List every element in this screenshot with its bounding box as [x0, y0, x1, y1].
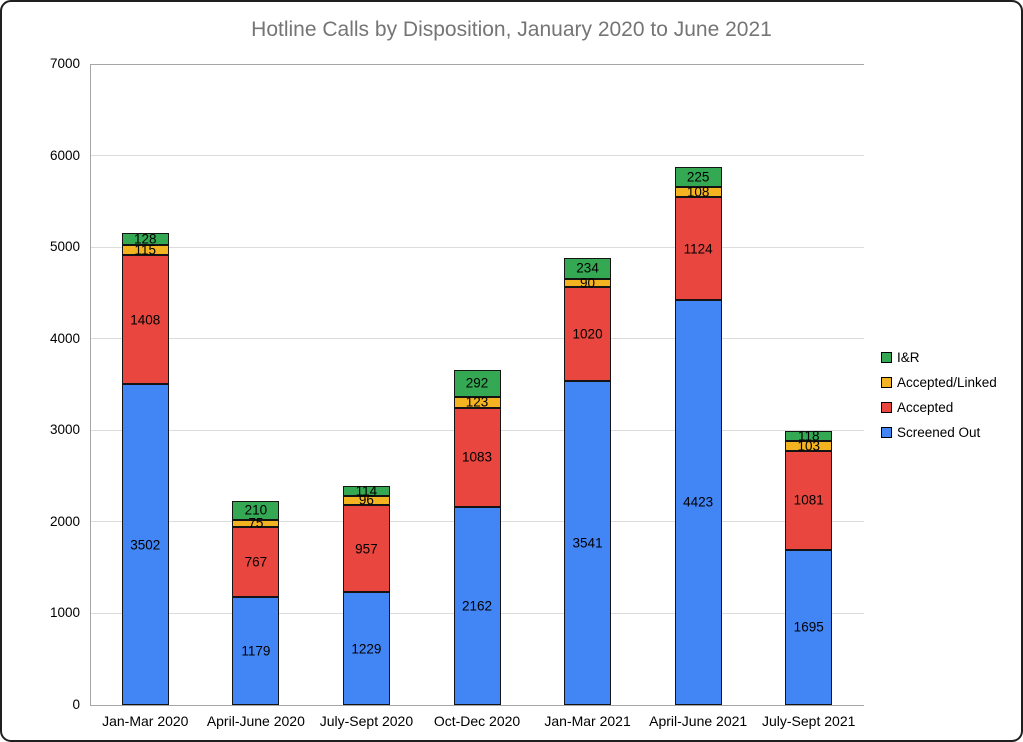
legend-swatch-icon	[881, 427, 892, 438]
bar-segment-screened-out[interactable]	[453, 507, 501, 705]
bar-segment-value: 225	[686, 169, 710, 185]
bar-segment-accepted[interactable]	[785, 450, 833, 550]
bar-segment-value: 128	[134, 231, 157, 247]
bar-segment-value: 118	[797, 428, 820, 444]
x-axis-category-label: April-June 2020	[206, 713, 305, 729]
bar-segment-accepted-linked[interactable]	[674, 187, 722, 198]
bar-segment-accepted[interactable]	[453, 407, 501, 507]
bar-segment-accepted[interactable]	[674, 197, 722, 300]
x-axis-category-label: July-Sept 2021	[762, 713, 856, 729]
y-axis-tick-label: 5000	[49, 239, 80, 255]
legend-swatch-icon	[881, 402, 892, 413]
bar-segment-value: 103	[797, 438, 820, 454]
y-axis-tick-label: 0	[72, 697, 80, 712]
legend-label: Screened Out	[897, 425, 981, 440]
gridline-0	[90, 704, 864, 706]
bar-segment-i-r[interactable]	[674, 166, 722, 188]
bar-segment-value: 115	[134, 242, 157, 258]
legend-item-i-r[interactable]: I&R	[881, 345, 997, 370]
bar-segment-screened-out[interactable]	[121, 384, 169, 705]
bar-segment-value: 1081	[793, 492, 824, 508]
bar-segment-value: 114	[355, 483, 378, 499]
bar-segment-i-r[interactable]	[342, 485, 390, 497]
bar-segment-accepted-linked[interactable]	[564, 279, 612, 288]
y-axis-line	[90, 64, 91, 705]
bar-segment-value: 1229	[351, 641, 382, 657]
x-axis-category-label: July-Sept 2020	[319, 713, 414, 729]
x-axis-category-label: Jan-Mar 2021	[544, 713, 631, 729]
bar-segment-value: 1408	[130, 312, 161, 328]
legend: I&R Accepted/Linked Accepted Screened Out	[881, 345, 997, 445]
bar-segment-value: 3541	[572, 535, 603, 551]
bar-segment-value: 96	[358, 492, 374, 508]
y-axis-tick-label: 2000	[49, 513, 80, 529]
legend-item-screened-out[interactable]: Screened Out	[881, 420, 997, 445]
bar-segment-screened-out[interactable]	[785, 549, 833, 705]
bar-segment-value: 292	[465, 375, 489, 391]
bar-segment-value: 1020	[572, 326, 603, 342]
legend-label: I&R	[897, 350, 920, 365]
bar-segment-accepted[interactable]	[342, 504, 390, 593]
legend-item-accepted-linked[interactable]: Accepted/Linked	[881, 370, 997, 395]
bar-segment-value: 75	[248, 515, 264, 531]
bar-segment-i-r[interactable]	[453, 369, 501, 397]
bar-segment-screened-out[interactable]	[232, 597, 280, 705]
bar-segment-accepted[interactable]	[121, 255, 169, 385]
bar-segment-accepted[interactable]	[232, 526, 280, 598]
legend-label: Accepted	[897, 400, 954, 415]
legend-swatch-icon	[881, 352, 892, 363]
bar-segment-value: 1083	[461, 449, 493, 465]
gridline-4000	[90, 338, 864, 340]
bar-segment-value: 1179	[241, 643, 271, 659]
bar-segment-value: 1695	[793, 619, 824, 635]
y-axis-tick-label: 7000	[49, 56, 80, 71]
chart-title: Hotline Calls by Disposition, January 20…	[251, 18, 772, 41]
x-axis-category-label: April-June 2021	[649, 713, 748, 729]
y-axis-tick-label: 6000	[49, 147, 80, 163]
gridline-5000	[90, 246, 864, 248]
bar-segment-value: 1124	[683, 241, 713, 257]
bar-segment-value: 210	[244, 502, 268, 518]
legend-label: Accepted/Linked	[897, 375, 997, 390]
bar-segment-i-r[interactable]	[564, 257, 612, 280]
bar-segment-i-r[interactable]	[232, 500, 280, 520]
legend-item-accepted[interactable]: Accepted	[881, 395, 997, 420]
bar-segment-value: 2162	[461, 598, 493, 614]
bar-segment-accepted-linked[interactable]	[121, 244, 169, 256]
bar-segment-value: 108	[686, 184, 710, 200]
legend-swatch-icon	[881, 377, 892, 388]
y-axis-tick-label: 4000	[49, 330, 80, 346]
bar-segment-value: 4423	[683, 494, 714, 510]
bar-segment-value: 123	[465, 394, 489, 410]
bar-segment-value: 234	[576, 260, 599, 276]
y-axis-tick-label: 1000	[49, 605, 80, 621]
bar-segment-accepted-linked[interactable]	[453, 396, 501, 408]
bar-segment-accepted-linked[interactable]	[342, 496, 390, 505]
bar-segment-accepted[interactable]	[564, 287, 612, 381]
bar-segment-accepted-linked[interactable]	[232, 519, 280, 527]
bar-segment-i-r[interactable]	[121, 233, 169, 245]
bar-segment-value: 767	[244, 554, 268, 570]
bar-segment-screened-out[interactable]	[342, 592, 390, 705]
bar-segment-value: 90	[580, 275, 596, 291]
y-axis-tick-label: 3000	[49, 422, 80, 438]
bar-segment-i-r[interactable]	[785, 430, 833, 442]
x-axis-category-label: Oct-Dec 2020	[433, 713, 521, 729]
gridline-7000	[90, 63, 864, 65]
gridline-6000	[90, 155, 864, 157]
bar-segment-value: 3502	[130, 537, 161, 553]
bar-segment-value: 957	[355, 541, 378, 557]
x-axis-category-label: Jan-Mar 2020	[102, 713, 189, 729]
bar-segment-accepted-linked[interactable]	[785, 441, 833, 451]
bar-segment-screened-out[interactable]	[674, 299, 722, 705]
bar-segment-screened-out[interactable]	[564, 380, 612, 705]
